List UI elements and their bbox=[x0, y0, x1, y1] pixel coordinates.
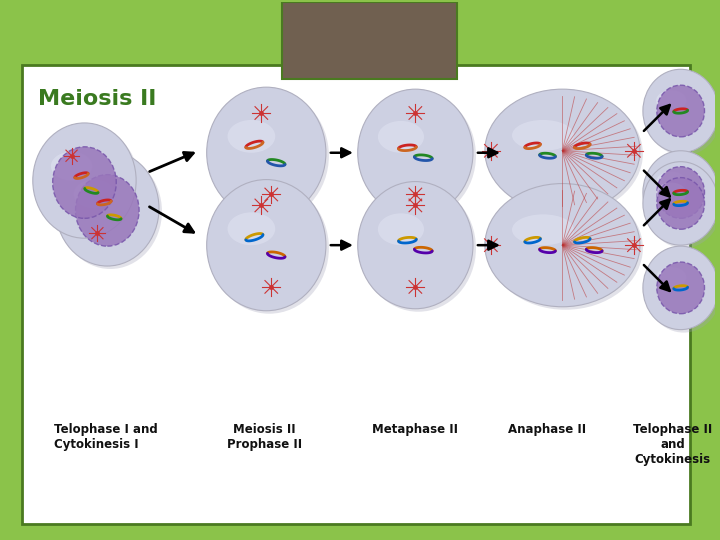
Text: Metaphase II: Metaphase II bbox=[372, 423, 458, 436]
Ellipse shape bbox=[58, 154, 162, 269]
Ellipse shape bbox=[512, 214, 574, 245]
Ellipse shape bbox=[656, 172, 686, 192]
Ellipse shape bbox=[656, 90, 686, 111]
Ellipse shape bbox=[361, 92, 476, 219]
Ellipse shape bbox=[51, 152, 92, 180]
Ellipse shape bbox=[207, 180, 326, 310]
Ellipse shape bbox=[646, 154, 720, 237]
Ellipse shape bbox=[512, 120, 574, 151]
Ellipse shape bbox=[657, 262, 704, 314]
Ellipse shape bbox=[488, 186, 643, 310]
Ellipse shape bbox=[643, 161, 719, 245]
Ellipse shape bbox=[53, 147, 116, 218]
Ellipse shape bbox=[657, 178, 704, 230]
Ellipse shape bbox=[485, 184, 640, 307]
Ellipse shape bbox=[646, 165, 720, 248]
Ellipse shape bbox=[643, 69, 719, 153]
Ellipse shape bbox=[73, 180, 115, 208]
Text: Meiosis II: Meiosis II bbox=[37, 89, 156, 109]
Text: Meiosis II
Prophase II: Meiosis II Prophase II bbox=[227, 423, 302, 451]
Ellipse shape bbox=[358, 89, 473, 217]
Ellipse shape bbox=[656, 183, 686, 204]
Ellipse shape bbox=[210, 90, 329, 221]
Text: Telophase I and
Cytokinesis I: Telophase I and Cytokinesis I bbox=[54, 423, 158, 451]
Ellipse shape bbox=[656, 267, 686, 288]
Ellipse shape bbox=[657, 167, 704, 218]
Ellipse shape bbox=[361, 185, 476, 312]
Ellipse shape bbox=[643, 246, 719, 329]
Ellipse shape bbox=[33, 123, 136, 238]
Ellipse shape bbox=[358, 181, 473, 309]
Ellipse shape bbox=[646, 72, 720, 156]
Ellipse shape bbox=[646, 249, 720, 333]
Ellipse shape bbox=[488, 92, 643, 215]
FancyBboxPatch shape bbox=[282, 2, 457, 79]
Ellipse shape bbox=[643, 151, 719, 234]
Ellipse shape bbox=[36, 126, 139, 241]
Ellipse shape bbox=[228, 120, 275, 153]
Ellipse shape bbox=[657, 85, 704, 137]
FancyBboxPatch shape bbox=[22, 65, 690, 524]
Ellipse shape bbox=[55, 151, 159, 266]
Ellipse shape bbox=[207, 87, 326, 218]
Ellipse shape bbox=[210, 183, 329, 314]
Ellipse shape bbox=[378, 121, 424, 153]
Text: Anaphase II: Anaphase II bbox=[508, 423, 586, 436]
Ellipse shape bbox=[485, 89, 640, 212]
Ellipse shape bbox=[228, 212, 275, 245]
Text: Telophase II
and
Cytokinesis: Telophase II and Cytokinesis bbox=[633, 423, 712, 466]
Ellipse shape bbox=[76, 174, 139, 246]
Ellipse shape bbox=[378, 213, 424, 245]
